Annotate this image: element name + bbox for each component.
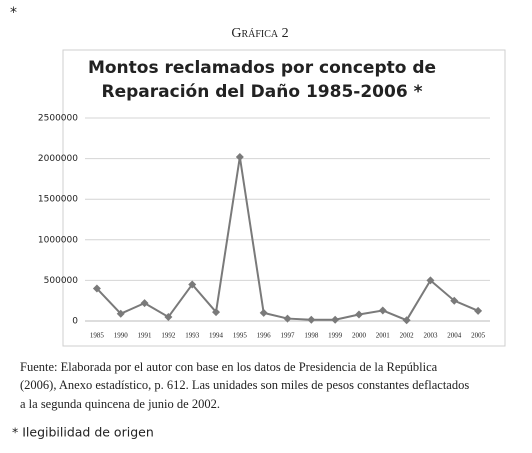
source-line: Fuente: Elaborada por el autor con base … [20,360,438,374]
y-tick-label: 2000000 [38,154,78,164]
x-tick-label: 1993 [185,332,200,340]
marker [212,308,221,317]
chart-frame [62,49,506,347]
marker [450,296,459,305]
x-tick-label: 1995 [233,332,248,340]
marker [259,308,268,317]
y-tick-label: 0 [72,317,78,327]
x-tick-label: 2004 [447,332,462,340]
x-tick-label: 1991 [138,332,153,340]
marker [331,315,340,324]
x-tick-label: 2000 [352,332,367,340]
x-tick-label: 2001 [376,332,391,340]
marker [378,306,387,315]
y-tick-label: 2500000 [38,114,78,124]
x-tick-label: 1992 [161,332,176,340]
marker [402,316,411,325]
footnote: * Ilegibilidad de origen [12,425,154,440]
source-line: a la segunda quincena de junio de 2002. [20,397,220,411]
marker [92,284,101,293]
page-marker: * [10,5,17,21]
x-tick-label: 2002 [400,332,415,340]
marker [235,152,244,161]
x-tick-label: 1999 [328,332,343,340]
x-tick-label: 2005 [471,332,486,340]
marker [474,306,483,315]
x-tick-label: 2003 [423,332,438,340]
caption: Gráfica 2 [231,26,288,41]
marker [164,312,173,321]
marker [307,315,316,324]
marker [426,276,435,285]
marker [188,280,197,289]
x-tick-label: 1985 [90,332,105,340]
x-tick-label: 1996 [257,332,272,340]
marker [116,309,125,318]
x-tick-label: 1997 [281,332,296,340]
marker [283,314,292,323]
y-tick-label: 1500000 [38,195,78,205]
x-tick-label: 1998 [304,332,319,340]
x-tick-label: 1990 [114,332,129,340]
chart-title: Reparación del Daño 1985-2006 * [102,82,423,102]
y-tick-label: 1000000 [38,235,78,245]
y-tick-label: 500000 [44,276,79,286]
source-line: (2006), Anexo estadístico, p. 612. Las u… [20,378,469,392]
marker [354,310,363,319]
marker [140,299,149,308]
x-tick-label: 1994 [209,332,224,340]
chart-title: Montos reclamados por concepto de [88,58,436,78]
